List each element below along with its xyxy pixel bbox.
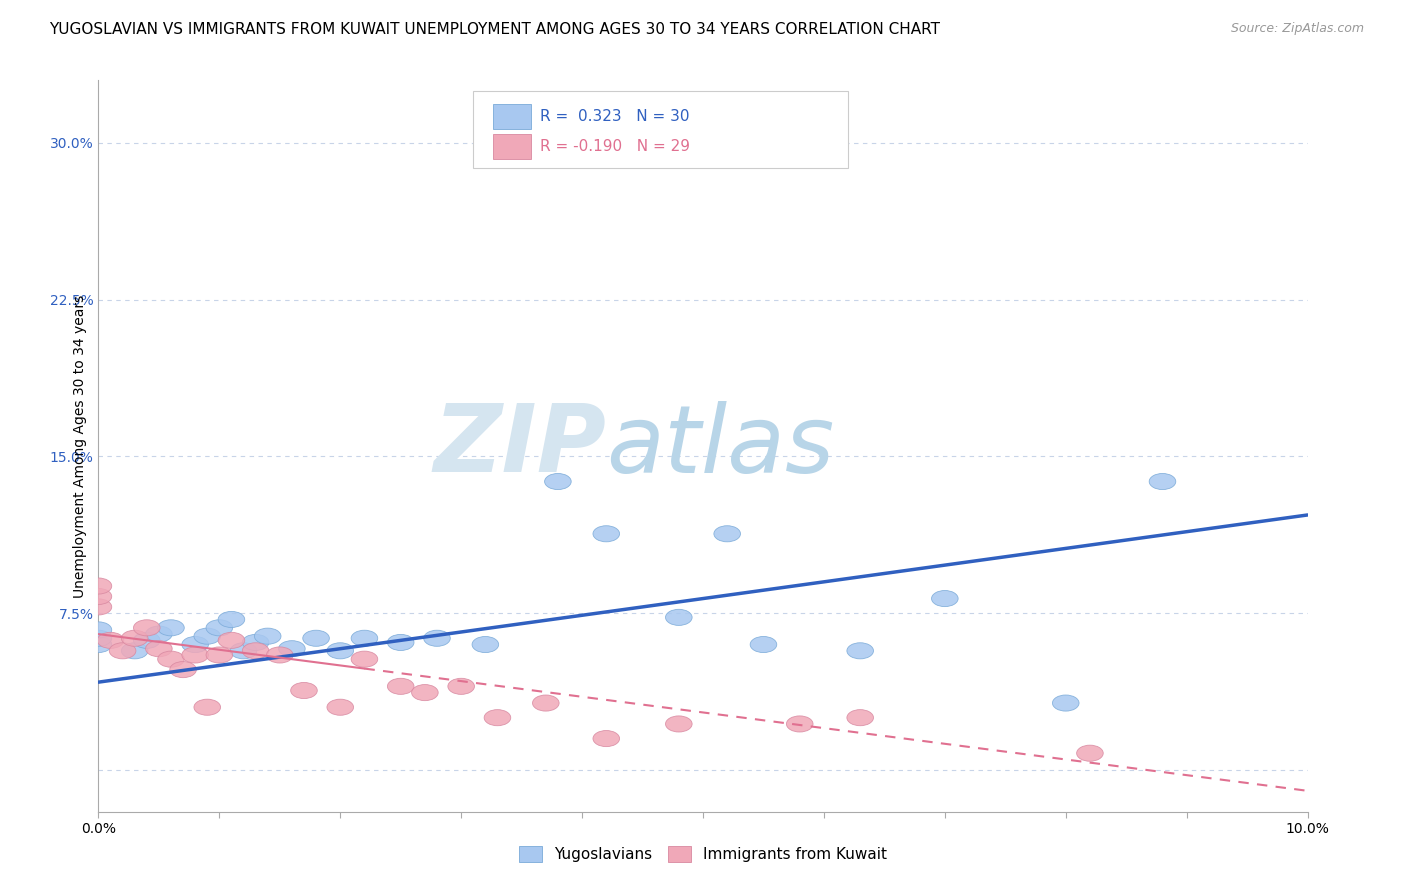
Ellipse shape [1149,474,1175,490]
Ellipse shape [1077,745,1104,761]
Ellipse shape [242,634,269,650]
Text: ZIP: ZIP [433,400,606,492]
Ellipse shape [714,525,741,541]
Ellipse shape [181,637,208,653]
Ellipse shape [254,628,281,644]
Text: R =  0.323   N = 30: R = 0.323 N = 30 [540,110,689,124]
Ellipse shape [786,716,813,732]
Ellipse shape [665,716,692,732]
Ellipse shape [472,637,499,653]
Ellipse shape [110,643,136,659]
Ellipse shape [242,643,269,659]
Ellipse shape [665,609,692,625]
Ellipse shape [134,620,160,636]
Ellipse shape [533,695,560,711]
Ellipse shape [170,662,197,678]
Ellipse shape [1053,695,1078,711]
Ellipse shape [218,611,245,627]
Ellipse shape [484,710,510,726]
Ellipse shape [146,626,172,642]
Ellipse shape [194,699,221,715]
Ellipse shape [207,647,232,663]
Ellipse shape [86,637,111,653]
Ellipse shape [388,678,413,694]
Text: Source: ZipAtlas.com: Source: ZipAtlas.com [1230,22,1364,36]
Ellipse shape [134,632,160,648]
Y-axis label: Unemployment Among Ages 30 to 34 years: Unemployment Among Ages 30 to 34 years [73,294,87,598]
Ellipse shape [751,637,776,653]
Ellipse shape [593,525,620,541]
Ellipse shape [194,628,221,644]
Ellipse shape [231,643,257,659]
Ellipse shape [157,651,184,667]
Ellipse shape [157,620,184,636]
Ellipse shape [328,643,353,659]
FancyBboxPatch shape [474,91,848,168]
Ellipse shape [352,631,378,647]
Ellipse shape [207,620,232,636]
Ellipse shape [412,684,439,700]
Ellipse shape [86,631,111,647]
Text: R = -0.190   N = 29: R = -0.190 N = 29 [540,138,690,153]
Ellipse shape [302,631,329,647]
Ellipse shape [278,640,305,657]
Ellipse shape [146,640,172,657]
Ellipse shape [97,632,124,648]
Ellipse shape [328,699,353,715]
FancyBboxPatch shape [492,134,531,159]
Legend: Yugoslavians, Immigrants from Kuwait: Yugoslavians, Immigrants from Kuwait [512,838,894,870]
Ellipse shape [86,599,111,615]
Text: YUGOSLAVIAN VS IMMIGRANTS FROM KUWAIT UNEMPLOYMENT AMONG AGES 30 TO 34 YEARS COR: YUGOSLAVIAN VS IMMIGRANTS FROM KUWAIT UN… [49,22,941,37]
FancyBboxPatch shape [492,104,531,129]
Ellipse shape [352,651,378,667]
Ellipse shape [932,591,957,607]
Ellipse shape [388,634,413,650]
Ellipse shape [846,643,873,659]
Ellipse shape [267,647,292,663]
Ellipse shape [423,631,450,647]
Ellipse shape [86,622,111,638]
Ellipse shape [449,678,474,694]
Ellipse shape [544,474,571,490]
Ellipse shape [121,631,148,647]
Ellipse shape [846,710,873,726]
Ellipse shape [291,682,318,698]
Ellipse shape [121,643,148,659]
Ellipse shape [181,647,208,663]
Ellipse shape [218,632,245,648]
Ellipse shape [593,731,620,747]
Text: atlas: atlas [606,401,835,491]
Ellipse shape [86,589,111,605]
Ellipse shape [86,578,111,594]
